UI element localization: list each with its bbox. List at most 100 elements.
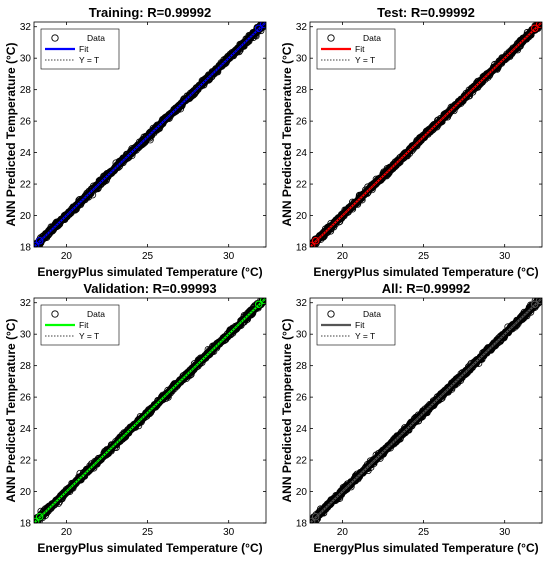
- chart-test: 20 25 30 18 20 22 24 26 28 30 32 Test: R=0.99992 Ene…: [280, 5, 543, 279]
- chart-validation-edge-point: [255, 300, 263, 308]
- chart-test-edge-point: [535, 22, 542, 29]
- chart-training-y-tick-label: 26: [20, 117, 32, 128]
- chart-training-legend-fit-label: Fit: [79, 44, 89, 54]
- chart-training-y-tick-label: 32: [20, 22, 32, 33]
- chart-validation-marks: [34, 298, 266, 523]
- chart-test-legend-identity-label: Y = T: [355, 55, 375, 65]
- chart-validation-title: Validation: R=0.99993: [83, 281, 216, 296]
- chart-all-y-tick-label: 30: [296, 330, 308, 341]
- chart-all-y-tick-label: 22: [296, 456, 308, 467]
- chart-test-y-tick-label: 22: [296, 180, 308, 191]
- chart-test-edge-point: [311, 237, 320, 245]
- chart-test-edge-point: [310, 241, 316, 247]
- chart-test-x-tick-label: 25: [418, 251, 430, 262]
- chart-all-y-tick-label: 32: [296, 298, 308, 309]
- chart-test-y-axis-label: ANN Predicted Temperature (°C): [280, 43, 294, 227]
- chart-validation-y-tick-label: 20: [20, 487, 32, 498]
- chart-all-y-tick-label: 26: [296, 393, 308, 404]
- chart-all-x-tick-label: 30: [499, 527, 511, 538]
- chart-all-legend-data-marker: [327, 310, 335, 318]
- chart-all-axes-box: [309, 297, 543, 524]
- chart-test-legend-data-marker: [327, 34, 335, 42]
- chart-training-edge-point: [255, 24, 263, 32]
- chart-training-y-tick-label: 30: [20, 54, 32, 65]
- chart-training: 20 25 30 18 20 22 24 26 28 30 32 Training: R=0.9999…: [4, 5, 267, 279]
- chart-validation-y-tick-label: 18: [20, 519, 32, 530]
- chart-training-edge-point: [34, 241, 40, 247]
- chart-training-x-tick-label: 30: [223, 251, 235, 262]
- chart-test-y-tick-label: 20: [296, 211, 308, 222]
- chart-all-edge-point: [535, 298, 542, 305]
- chart-validation-legend-data-label: Data: [87, 309, 105, 319]
- chart-validation-legend-data-marker: [51, 310, 59, 318]
- chart-test-y-tick-label: 32: [296, 22, 308, 33]
- chart-test-edge-point: [531, 24, 539, 32]
- chart-all-y-axis-label: ANN Predicted Temperature (°C): [280, 319, 294, 503]
- chart-training-x-axis-label: EnergyPlus simulated Temperature (°C): [37, 265, 262, 279]
- chart-all-x-axis-label: EnergyPlus simulated Temperature (°C): [313, 541, 538, 555]
- chart-all-y-tick-label: 28: [296, 361, 308, 372]
- chart-training-y-tick-label: 24: [20, 148, 32, 159]
- chart-training-marks: [34, 22, 266, 247]
- chart-test-title: Test: R=0.99992: [377, 5, 475, 20]
- chart-test-y-tick-label: 30: [296, 54, 308, 65]
- chart-test-x-tick-label: 20: [337, 251, 349, 262]
- chart-validation-fit-line: [34, 298, 266, 523]
- chart-all-y-tick-label: 18: [296, 519, 308, 530]
- chart-validation-x-tick-label: 20: [61, 527, 73, 538]
- chart-validation-y-tick-label: 22: [20, 456, 32, 467]
- chart-training-y-tick-label: 28: [20, 85, 32, 96]
- chart-test-legend-fit-label: Fit: [355, 44, 365, 54]
- chart-training-legend-data-marker: [51, 34, 59, 42]
- chart-validation-edge-point: [34, 517, 40, 523]
- chart-validation-y-tick-label: 26: [20, 393, 32, 404]
- chart-all-data-point: [537, 298, 542, 302]
- chart-test-x-axis-label: EnergyPlus simulated Temperature (°C): [313, 265, 538, 279]
- chart-training-y-axis-label: ANN Predicted Temperature (°C): [4, 43, 18, 227]
- chart-validation-x-axis-label: EnergyPlus simulated Temperature (°C): [37, 541, 262, 555]
- chart-all-x-tick-label: 25: [418, 527, 430, 538]
- chart-test-y-tick-label: 26: [296, 117, 308, 128]
- chart-test-y-tick-label: 28: [296, 85, 308, 96]
- chart-training-x-tick-label: 20: [61, 251, 73, 262]
- chart-all-legend-identity-label: Y = T: [355, 331, 375, 341]
- chart-training-fit-line: [34, 22, 266, 247]
- chart-training-legend-identity-label: Y = T: [79, 55, 99, 65]
- chart-test-axes-box: [309, 21, 543, 248]
- chart-validation-x-tick-label: 25: [142, 527, 154, 538]
- chart-test-y-tick-label: 24: [296, 148, 308, 159]
- chart-validation-x-tick-label: 30: [223, 527, 235, 538]
- chart-all-edge-point: [310, 517, 316, 523]
- chart-validation-legend-fit-label: Fit: [79, 320, 89, 330]
- chart-all-title: All: R=0.99992: [382, 281, 471, 296]
- chart-validation-edge-point: [259, 298, 266, 305]
- chart-all-edge-point: [311, 513, 320, 521]
- chart-training-edge-point: [259, 22, 266, 29]
- chart-training-title: Training: R=0.99992: [89, 5, 211, 20]
- chart-training-legend-data-label: Data: [87, 33, 105, 43]
- chart-validation-y-tick-label: 32: [20, 298, 32, 309]
- chart-all-fit-line: [310, 298, 542, 523]
- chart-training-edge-point: [35, 237, 44, 245]
- chart-validation-y-tick-label: 28: [20, 361, 32, 372]
- chart-test-legend-data-label: Data: [363, 33, 381, 43]
- chart-validation-edge-point: [35, 513, 44, 521]
- chart-training-y-tick-label: 22: [20, 180, 32, 191]
- chart-all-legend-fit-label: Fit: [355, 320, 365, 330]
- chart-test-fit-line: [310, 22, 542, 247]
- chart-training-axes-box: [33, 21, 267, 248]
- chart-validation-y-tick-label: 24: [20, 424, 32, 435]
- chart-test-marks: [310, 22, 542, 247]
- chart-all-y-tick-label: 24: [296, 424, 308, 435]
- chart-validation-y-tick-label: 30: [20, 330, 32, 341]
- chart-validation: 20 25 30 18 20 22 24 26 28 30 32 Validation: R=0.99…: [4, 281, 267, 555]
- chart-validation-legend-identity-label: Y = T: [79, 331, 99, 341]
- chart-all: 20 25 30 18 20 22 24 26 28 30 32 All: R=0.99992 Ener…: [280, 281, 543, 555]
- chart-validation-y-axis-label: ANN Predicted Temperature (°C): [4, 319, 18, 503]
- chart-training-x-tick-label: 25: [142, 251, 154, 262]
